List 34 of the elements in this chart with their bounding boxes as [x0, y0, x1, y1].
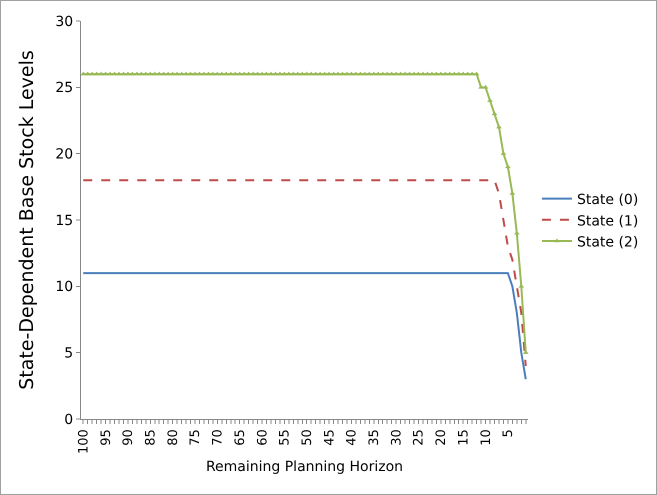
y-tick-label: 10 [55, 279, 74, 296]
y-tick-label: 20 [55, 146, 74, 163]
y-tick-label: 15 [55, 212, 74, 229]
x-tick-label: 70 [210, 429, 226, 446]
x-tick-label: 15 [456, 429, 472, 446]
legend-label: State (0) [576, 192, 638, 208]
x-tick-label: 5 [501, 429, 516, 438]
x-tick-label: 60 [255, 429, 270, 446]
y-tick-label: 25 [55, 80, 74, 96]
line-series [82, 179, 527, 367]
x-tick-label: 10 [478, 429, 494, 446]
x-tick-label: 65 [232, 429, 248, 446]
x-tick-label: 25 [412, 429, 427, 446]
x-tick-label: 30 [389, 429, 404, 446]
x-tick-label: 90 [121, 429, 136, 446]
x-tick-label: 45 [322, 429, 338, 446]
x-tick-label: 95 [98, 429, 114, 446]
x-tick-label: 55 [278, 429, 293, 446]
x-tick-label: 100 [76, 429, 92, 454]
y-axis-title: State-Dependent Base Stock Levels [16, 50, 38, 390]
y-tick-label: 30 [55, 14, 74, 30]
x-tick-label: 40 [344, 429, 360, 446]
legend-label: State (1) [576, 213, 638, 230]
x-tick-label: 20 [434, 429, 450, 446]
x-tick-label: 35 [367, 429, 382, 446]
legend-label: State (2) [576, 234, 638, 250]
y-tick-label: 0 [64, 412, 74, 428]
line-series [82, 272, 527, 380]
x-tick-label: 85 [144, 429, 159, 446]
y-tick-label: 5 [64, 346, 74, 362]
x-tick-label: 75 [188, 429, 204, 446]
x-tick-label: 80 [166, 429, 181, 446]
x-tick-label: 50 [300, 429, 315, 446]
x-axis-title: Remaining Planning Horizon [206, 459, 404, 475]
